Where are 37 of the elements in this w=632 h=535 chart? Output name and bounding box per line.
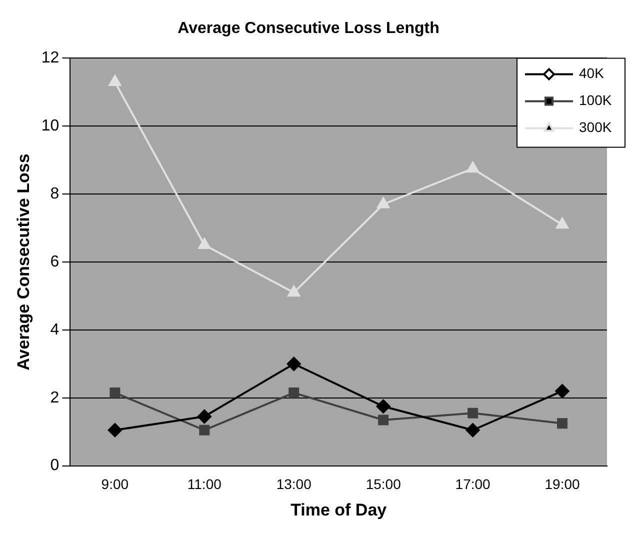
point [468, 408, 478, 418]
point [376, 399, 390, 414]
point [556, 218, 568, 229]
point [377, 197, 390, 208]
legend-label: 300K [579, 119, 612, 136]
point [557, 418, 568, 429]
chart-title: Average Consecutive Loss Length [178, 20, 440, 38]
y-tick-label: 6 [50, 253, 60, 270]
x-tick-label: 9:00 [101, 476, 129, 492]
x-tick-label: 15:00 [366, 476, 402, 492]
legend-label: 40K [579, 65, 605, 82]
x-axis-title: Time of Day [290, 500, 388, 520]
point [198, 238, 211, 250]
y-tick-label: 12 [41, 50, 60, 67]
point [199, 424, 210, 436]
x-tick-label: 11:00 [187, 476, 222, 492]
x-tick-label: 13:00 [276, 476, 312, 492]
y-axis-title: Average Consecutive Loss [14, 154, 33, 370]
y-tick-label: 4 [50, 321, 60, 338]
point [197, 410, 212, 424]
x-tick-label: 19:00 [544, 476, 580, 492]
y-tick-label: 0 [50, 457, 60, 474]
point [110, 388, 120, 398]
point [555, 384, 570, 398]
y-tick-label: 8 [50, 185, 60, 202]
y-tick-label: 10 [41, 118, 60, 135]
legend-label: 100K [579, 92, 612, 108]
point [378, 414, 389, 426]
point [286, 356, 301, 371]
x-tick-label: 17:00 [455, 476, 491, 492]
point [108, 74, 122, 86]
point [288, 388, 300, 398]
point [466, 423, 480, 438]
y-tick-label: 2 [50, 389, 60, 406]
point [288, 286, 300, 297]
point [108, 423, 122, 438]
point [466, 162, 479, 173]
